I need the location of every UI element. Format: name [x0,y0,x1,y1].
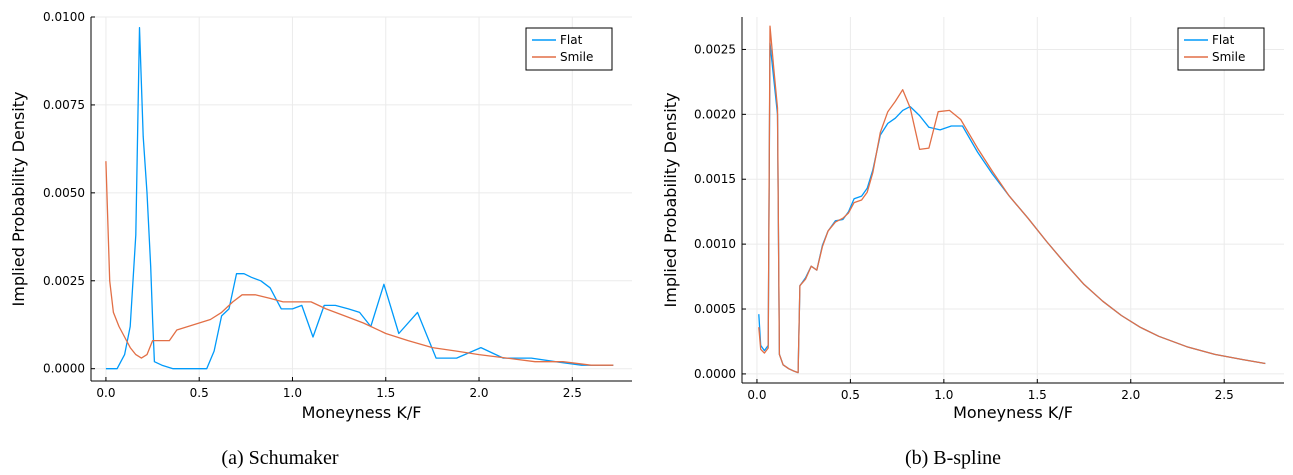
bspline-xtick-label-4: 2.0 [1121,388,1140,402]
bspline-ytick-label-0: 0.0000 [694,367,736,381]
schumaker-ytick-label-1: 0.0025 [43,274,85,288]
schumaker-ylabel: Implied Probability Density [9,92,28,307]
bspline-xtick-label-3: 1.5 [1028,388,1047,402]
schumaker-series-smile-line [105,161,614,366]
bspline-xtick-label-2: 1.0 [934,388,953,402]
bspline-chart: 0.0 0.5 1.0 1.5 2.0 2.5 0.0000 0.0005 0.0010 0.00… [661,17,1284,422]
caption-bspline: (b) B-spline [905,447,1001,469]
schumaker-ytick-label-3: 0.0075 [43,98,85,112]
caption-schumaker: (a) Schumaker [221,447,339,469]
bspline-legend-label-flat: Flat [1212,33,1235,47]
schumaker-xlabel: Moneyness K/F [302,403,422,422]
schumaker-xtick-label-4: 2.0 [469,386,488,400]
schumaker-ytick-label-2: 0.0050 [43,186,85,200]
schumaker-ytick-label-0: 0.0000 [43,362,85,376]
schumaker-xtick-label-2: 1.0 [283,386,302,400]
bspline-ylabel: Implied Probability Density [661,93,680,308]
bspline-ytick-label-3: 0.0015 [694,172,736,186]
schumaker-xtick-label-3: 1.5 [376,386,395,400]
schumaker-legend [525,27,613,71]
bspline-legend [1177,27,1265,71]
bspline-ytick-label-2: 0.0010 [694,237,736,251]
schumaker-legend-label-smile: Smile [560,50,593,64]
bspline-xtick-label-5: 2.5 [1215,388,1234,402]
bspline-xlabel: Moneyness K/F [953,403,1073,422]
bspline-ytick-label-5: 0.0025 [694,42,736,56]
schumaker-series-flat-line [105,26,614,370]
schumaker-legend-label-flat: Flat [560,33,583,47]
bspline-series-smile-line [758,25,1266,374]
bspline-xtick-label-1: 0.5 [841,388,860,402]
bspline-legend-label-smile: Smile [1212,50,1245,64]
schumaker-xtick-label-0: 0.0 [96,386,115,400]
schumaker-ytick-label-4: 0.0100 [43,10,85,24]
bspline-ytick-label-4: 0.0020 [694,107,736,121]
schumaker-chart: 0.0 0.5 1.0 1.5 2.0 2.5 0.0000 0.0025 0.0050 0.00… [9,10,632,422]
schumaker-xtick-label-5: 2.5 [563,386,582,400]
bspline-xtick-label-0: 0.0 [747,388,766,402]
bspline-series-flat-line [758,42,1266,374]
bspline-ytick-label-1: 0.0005 [694,302,736,316]
schumaker-xtick-label-1: 0.5 [190,386,209,400]
